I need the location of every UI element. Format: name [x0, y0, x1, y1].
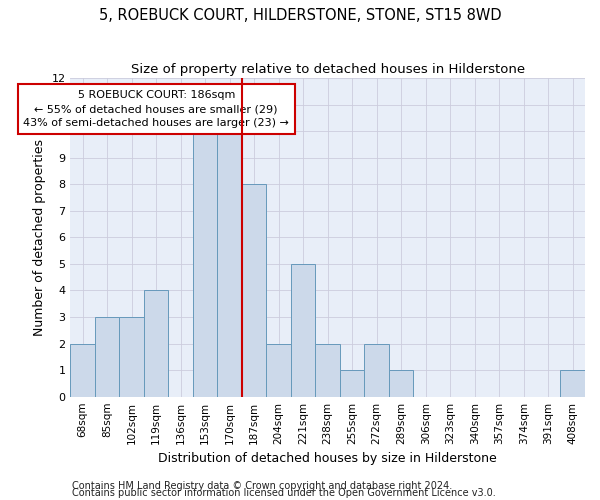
- Bar: [70, 344, 95, 396]
- Text: Contains public sector information licensed under the Open Government Licence v3: Contains public sector information licen…: [72, 488, 496, 498]
- Text: 5, ROEBUCK COURT, HILDERSTONE, STONE, ST15 8WD: 5, ROEBUCK COURT, HILDERSTONE, STONE, ST…: [98, 8, 502, 22]
- Bar: [217, 131, 242, 396]
- Bar: [119, 317, 144, 396]
- Bar: [266, 344, 291, 396]
- X-axis label: Distribution of detached houses by size in Hilderstone: Distribution of detached houses by size …: [158, 452, 497, 465]
- Bar: [316, 344, 340, 396]
- Bar: [95, 317, 119, 396]
- Text: Contains HM Land Registry data © Crown copyright and database right 2024.: Contains HM Land Registry data © Crown c…: [72, 481, 452, 491]
- Bar: [560, 370, 585, 396]
- Y-axis label: Number of detached properties: Number of detached properties: [33, 139, 46, 336]
- Bar: [291, 264, 316, 396]
- Bar: [193, 131, 217, 396]
- Bar: [364, 344, 389, 396]
- Bar: [340, 370, 364, 396]
- Bar: [144, 290, 169, 397]
- Bar: [389, 370, 413, 396]
- Bar: [242, 184, 266, 396]
- Title: Size of property relative to detached houses in Hilderstone: Size of property relative to detached ho…: [131, 62, 525, 76]
- Text: 5 ROEBUCK COURT: 186sqm
← 55% of detached houses are smaller (29)
43% of semi-de: 5 ROEBUCK COURT: 186sqm ← 55% of detache…: [23, 90, 289, 128]
